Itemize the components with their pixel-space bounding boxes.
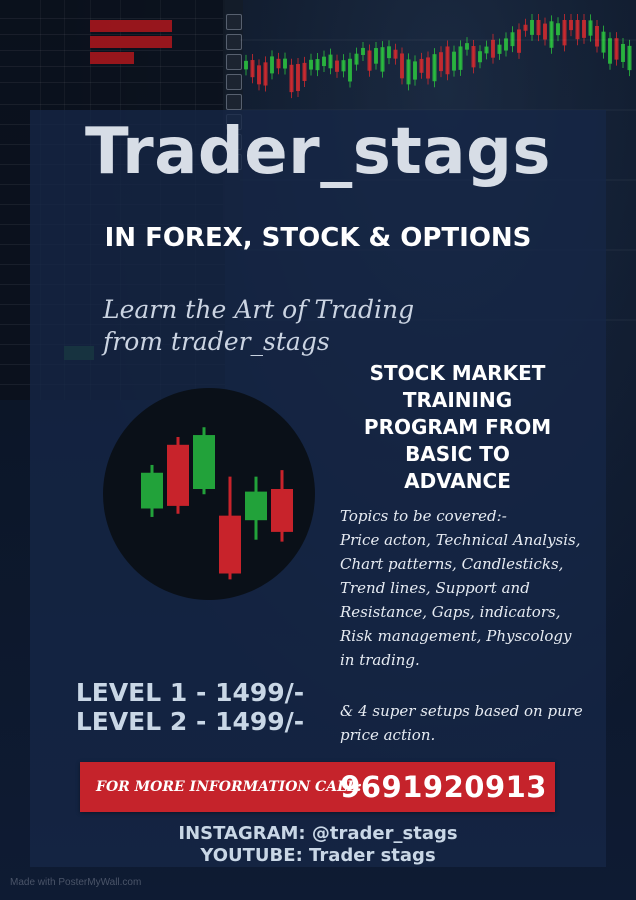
bg-candle-body [361,47,365,55]
bg-candle-body [315,59,320,71]
program-line-4: BASIC TO [405,442,510,466]
bg-candle-body [517,29,521,53]
bg-candle-body [406,59,411,85]
bg-candle-body [614,38,619,60]
poster-title: Trader_stags [85,115,551,189]
level-2-price: LEVEL 2 - 1499/- [75,707,305,736]
bg-candle-body [341,60,346,72]
bg-candle-body [419,58,424,73]
bg-candle-body [400,53,404,79]
bg-candle-body [432,54,437,82]
candlestick-logo [103,388,315,600]
social-links: INSTAGRAM: @trader_stags YOUTUBE: Trader… [0,823,636,867]
bg-candle-body [263,62,268,86]
phone-number[interactable]: 9691920913 [340,770,547,804]
bg-candle-body [569,20,573,31]
bg-candle-body [335,60,339,72]
bg-candle-body [608,38,612,64]
bg-candle-body [393,49,398,59]
bg-candle-body [536,20,541,36]
level-1-price: LEVEL 1 - 1499/- [75,678,305,707]
topics-list: Topics to be covered:- Price acton, Tech… [340,504,590,672]
youtube-channel[interactable]: YOUTUBE: Trader stags [200,845,436,866]
bg-candle-body [302,62,307,81]
bg-candle-body [595,25,599,47]
bg-candle-body [257,65,261,85]
bg-candle-body [562,20,567,46]
bg-candle-body [452,51,456,71]
bg-candle-body [439,52,443,72]
bg-candle-body [276,58,281,69]
pricing-levels: LEVEL 1 - 1499/- LEVEL 2 - 1499/- [60,678,320,736]
bg-candle-body [621,43,625,62]
bg-candle-body [445,46,450,75]
bg-candle-body [465,43,469,50]
candle-body [245,491,267,521]
contact-label: FOR MORE INFORMATION CALL: [96,779,362,795]
bg-candle-body [270,56,274,74]
bg-candle-body [588,20,593,36]
poster-subtitle: IN FOREX, STOCK & OPTIONS [104,223,532,253]
bg-candle-body [426,57,430,79]
program-line-2: TRAINING [402,388,513,412]
bg-candle-body [283,58,287,69]
bg-candle-body [328,54,333,69]
tagline-line-1: Learn the Art of Trading [103,295,415,324]
bg-candle-body [543,23,547,40]
candle-body [271,489,293,532]
candlestick-chart-icon [141,427,293,580]
program-line-5: ADVANCE [404,469,511,493]
contact-banner: FOR MORE INFORMATION CALL: 9691920913 [80,762,555,812]
topics-body: Price acton, Technical Analysis, Chart p… [340,531,581,669]
tagline-line-2: from trader_stags [103,327,330,356]
bg-candle-body [354,53,359,65]
bg-candle-body [497,44,502,54]
candle-body [167,444,189,506]
bg-candle-body [575,20,580,40]
bg-candle-body [582,20,586,38]
bg-candle-body [244,60,248,70]
bg-candle-body [289,64,294,93]
watermark: Made with PosterMyWall.com [10,877,142,888]
bg-candle-body [491,39,495,58]
bg-candle-body [348,58,352,82]
bg-candle-body [530,20,534,35]
candle-body [219,515,241,574]
bg-candle-body [367,50,372,71]
tagline: Learn the Art of Trading from trader_sta… [103,294,463,358]
program-heading: STOCK MARKET TRAINING PROGRAM FROM BASIC… [335,360,580,495]
bg-candle-body [523,24,528,31]
candle-body [193,435,215,489]
topics-intro: Topics to be covered:- [340,507,507,525]
candle-body [141,472,163,509]
bg-candle-body [309,59,313,70]
bg-candle-body [387,46,391,59]
bg-candle-body [556,23,560,36]
bg-candle-body [510,32,515,47]
bg-candle-body [413,61,417,80]
bg-candle-body [458,46,463,70]
bg-candle-body [471,46,476,68]
bg-candle-body [601,31,606,53]
program-line-1: STOCK MARKET [369,361,546,385]
setups-note: & 4 super setups based on pure price act… [340,702,583,744]
bg-candle-body [380,47,385,72]
bg-candle-body [627,45,632,71]
bg-candle-body [296,64,300,92]
bg-candle-body [504,38,508,51]
bg-candle-body [549,21,554,48]
bg-candle-body [374,48,378,64]
instagram-handle[interactable]: INSTAGRAM: @trader_stags [178,823,458,844]
bg-candle-body [484,46,489,54]
bg-candle-body [478,51,482,63]
bg-candle-body [250,60,255,78]
program-line-3: PROGRAM FROM [363,415,552,439]
bg-candle-body [322,56,326,67]
